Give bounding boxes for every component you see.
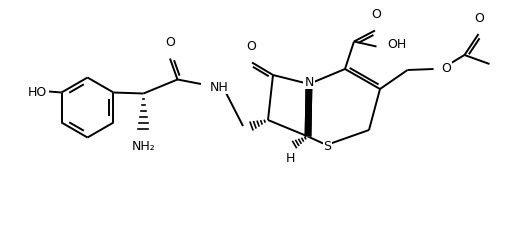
Text: S: S xyxy=(323,139,331,152)
Text: OH: OH xyxy=(387,38,407,51)
Text: O: O xyxy=(165,36,175,49)
Text: O: O xyxy=(371,9,381,21)
Text: O: O xyxy=(475,12,485,25)
Text: N: N xyxy=(304,76,314,89)
Text: O: O xyxy=(441,61,451,74)
Text: NH: NH xyxy=(210,81,229,94)
Text: HO: HO xyxy=(27,86,46,99)
Text: H: H xyxy=(285,152,295,165)
Text: NH₂: NH₂ xyxy=(132,139,155,152)
Text: O: O xyxy=(246,40,256,53)
